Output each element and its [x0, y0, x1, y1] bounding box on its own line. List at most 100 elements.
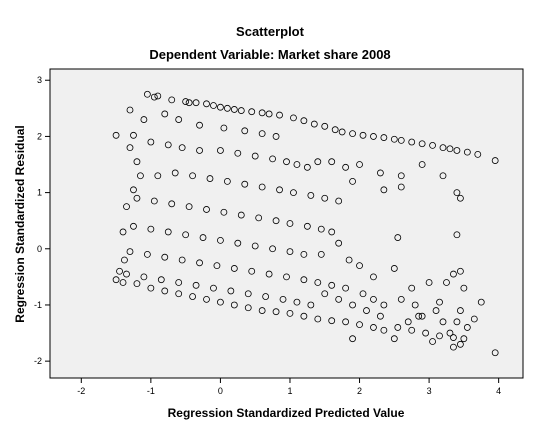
data-point [436, 298, 443, 306]
data-point [408, 326, 416, 334]
data-point [133, 280, 141, 288]
y-axis-label: Regression Standardized Residual [13, 125, 27, 322]
data-point [300, 117, 308, 125]
data-point [126, 106, 134, 114]
data-point [210, 284, 217, 292]
data-point [317, 250, 325, 258]
data-point [415, 312, 423, 320]
data-point [217, 147, 224, 154]
data-point [154, 172, 162, 180]
data-point [450, 343, 457, 351]
data-point [446, 329, 454, 337]
data-point [217, 236, 224, 244]
data-point [185, 99, 193, 107]
data-point [349, 130, 356, 138]
data-point [121, 256, 128, 264]
data-point [460, 335, 468, 343]
data-point [408, 138, 416, 146]
y-tick-label: 2 [37, 131, 42, 141]
data-point [397, 183, 405, 191]
data-point [272, 217, 280, 225]
data-point [321, 122, 329, 130]
data-point [310, 120, 318, 128]
data-point [178, 256, 186, 264]
data-point [321, 290, 329, 298]
data-point [474, 150, 482, 158]
data-point [230, 301, 238, 309]
data-point [161, 253, 169, 261]
data-point [394, 324, 402, 331]
data-point [300, 250, 308, 258]
data-point [258, 307, 266, 314]
data-point [164, 228, 172, 236]
data-point [272, 308, 280, 316]
data-point [182, 98, 190, 105]
data-point [335, 239, 343, 247]
data-point [161, 287, 169, 295]
data-point [422, 329, 430, 337]
data-point [314, 279, 322, 286]
data-point [171, 169, 179, 177]
data-point [418, 312, 426, 320]
data-point [210, 102, 217, 109]
data-point [143, 90, 151, 98]
data-point [345, 256, 353, 264]
data-point [397, 136, 405, 144]
data-point [290, 189, 297, 197]
data-point [130, 222, 137, 230]
data-point [189, 172, 196, 180]
data-point [283, 158, 290, 166]
data-point [189, 293, 196, 300]
data-point [206, 175, 214, 182]
data-point [123, 270, 130, 278]
data-point [244, 290, 252, 298]
data-point [286, 248, 294, 255]
data-point [453, 147, 461, 154]
data-point [265, 110, 273, 118]
x-axis-label: Regression Standardized Predicted Value [168, 406, 405, 420]
data-point [300, 312, 308, 320]
data-point [356, 262, 363, 270]
data-point [133, 194, 141, 202]
data-point [227, 287, 235, 295]
data-point [314, 315, 322, 323]
plot-area [49, 68, 524, 379]
data-point [363, 307, 370, 314]
data-point [203, 100, 210, 108]
data-point [175, 290, 183, 298]
data-point [192, 281, 200, 289]
data-point [293, 161, 301, 168]
data-point [192, 99, 200, 107]
data-point [286, 309, 294, 317]
data-point [168, 96, 176, 104]
data-point [130, 131, 137, 139]
data-point [453, 189, 461, 197]
x-tick-label: 1 [287, 386, 292, 396]
data-point [342, 163, 350, 171]
x-tick-label: 0 [218, 386, 223, 396]
data-point [463, 324, 471, 331]
data-point [418, 161, 426, 168]
data-point [220, 124, 228, 132]
data-point [220, 208, 228, 216]
x-tick-label: -2 [77, 386, 85, 396]
data-point [213, 262, 221, 270]
data-point [314, 158, 322, 166]
data-point [150, 197, 158, 205]
data-point [390, 335, 398, 343]
data-point [230, 265, 238, 272]
data-point [491, 157, 499, 164]
data-point [432, 307, 440, 314]
y-tick-label: -1 [34, 300, 42, 310]
data-point [404, 318, 412, 326]
data-point [175, 279, 183, 286]
data-point [359, 290, 367, 298]
x-tick-label: 4 [496, 386, 501, 396]
data-point [164, 141, 172, 149]
data-point [283, 273, 290, 281]
data-point [439, 144, 447, 152]
data-point [411, 301, 419, 309]
data-point [456, 194, 464, 202]
data-point [450, 334, 457, 341]
